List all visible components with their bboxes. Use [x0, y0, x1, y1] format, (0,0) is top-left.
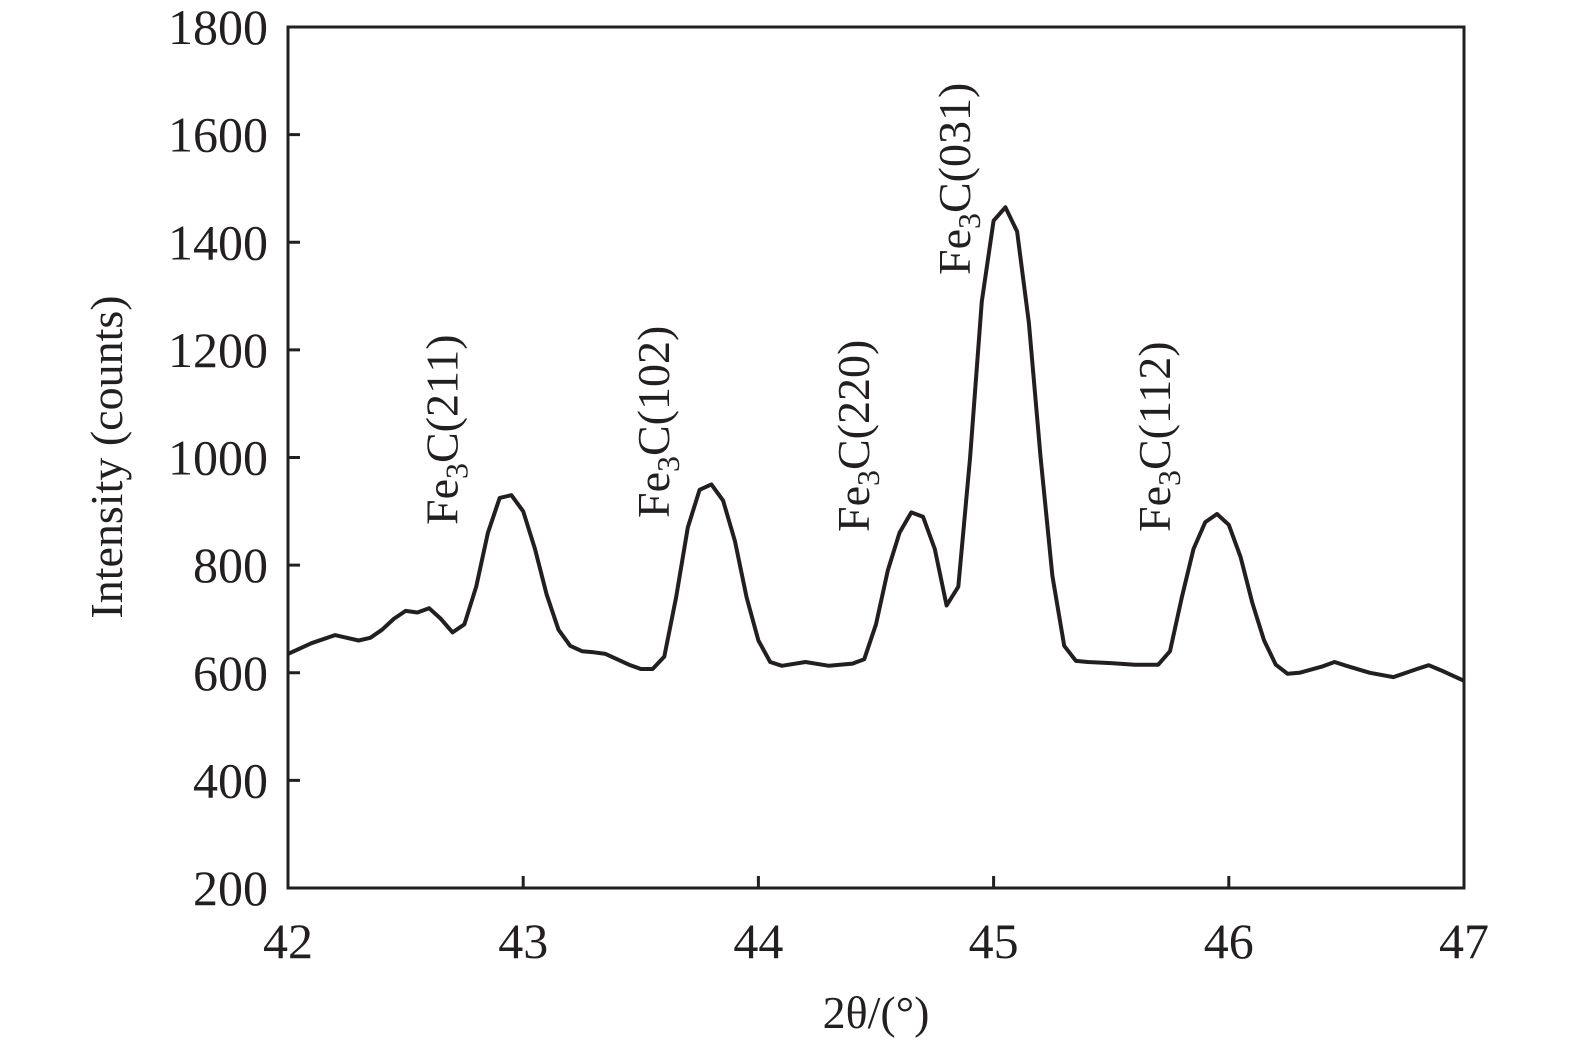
y-tick-label: 400 — [193, 752, 268, 808]
y-tick-label: 1800 — [168, 0, 268, 55]
x-tick-label: 45 — [969, 913, 1019, 969]
peak-label: Fe3C(211) — [416, 334, 474, 525]
y-tick-label: 1600 — [168, 107, 268, 163]
x-tick-label: 46 — [1204, 913, 1254, 969]
y-tick-label: 1000 — [168, 430, 268, 486]
y-tick-label: 200 — [193, 860, 268, 916]
y-tick-label: 1200 — [168, 322, 268, 378]
y-axis-ticks: 200 400 600 800 1000 1200 1400 1600 1800 — [168, 0, 300, 916]
y-tick-label: 600 — [193, 645, 268, 701]
peak-label: Fe3C(220) — [828, 340, 886, 532]
x-tick-label: 47 — [1439, 913, 1489, 969]
x-tick-label: 44 — [733, 913, 783, 969]
y-tick-label: 1400 — [168, 214, 268, 270]
intensity-series-line — [287, 205, 1465, 683]
peak-annotations: Fe3C(211) Fe3C(102) Fe3C(220) Fe3C(031) Fe3C… — [416, 83, 1187, 532]
peak-label: Fe3C(031) — [929, 83, 987, 275]
x-tick-label: 43 — [498, 913, 548, 969]
x-axis-ticks: 42 43 44 45 46 47 — [263, 876, 1489, 969]
peak-label: Fe3C(112) — [1129, 341, 1187, 532]
y-tick-label: 800 — [193, 537, 268, 593]
x-axis-title: 2θ/(°) — [823, 987, 930, 1038]
x-tick-label: 42 — [263, 913, 313, 969]
y-axis-title: Intensity (counts) — [81, 295, 132, 618]
peak-label: Fe3C(102) — [628, 326, 686, 518]
